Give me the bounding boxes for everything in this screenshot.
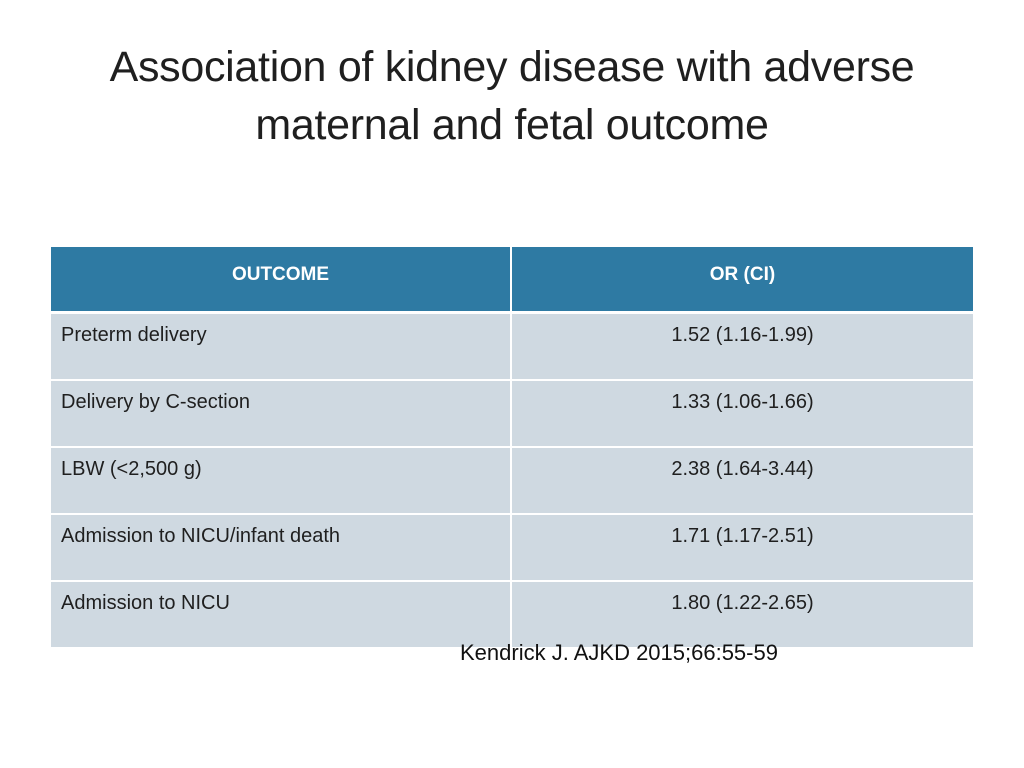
outcome-cell: LBW (<2,500 g) xyxy=(51,447,512,515)
or-ci-cell: 1.71 (1.17-2.51) xyxy=(511,514,973,582)
column-header-outcome: OUTCOME xyxy=(51,247,512,314)
table-row: Admission to NICU 1.80 (1.22-2.65) xyxy=(51,581,973,647)
slide-title-line-2: maternal and fetal outcome xyxy=(255,101,769,149)
slide-title: Association of kidney disease with adver… xyxy=(40,38,984,154)
outcome-cell: Delivery by C-section xyxy=(51,380,512,448)
table-row: Preterm delivery 1.52 (1.16-1.99) xyxy=(51,312,973,381)
outcomes-table: OUTCOME OR (CI) Preterm delivery 1.52 (1… xyxy=(51,247,973,647)
outcome-cell: Preterm delivery xyxy=(51,312,512,381)
table-row: LBW (<2,500 g) 2.38 (1.64-3.44) xyxy=(51,447,973,515)
or-ci-cell: 1.33 (1.06-1.66) xyxy=(511,380,973,448)
citation: Kendrick J. AJKD 2015;66:55-59 xyxy=(460,640,778,665)
outcome-cell: Admission to NICU/infant death xyxy=(51,514,512,582)
outcome-cell: Admission to NICU xyxy=(51,581,512,647)
column-header-or-ci: OR (CI) xyxy=(511,247,973,314)
table-row: Admission to NICU/infant death 1.71 (1.1… xyxy=(51,514,973,582)
or-ci-cell: 1.80 (1.22-2.65) xyxy=(511,581,973,647)
or-ci-cell: 2.38 (1.64-3.44) xyxy=(511,447,973,515)
slide-title-line-1: Association of kidney disease with adver… xyxy=(109,43,915,91)
table-row: Delivery by C-section 1.33 (1.06-1.66) xyxy=(51,380,973,448)
or-ci-cell: 1.52 (1.16-1.99) xyxy=(511,312,973,381)
table-header-row: OUTCOME OR (CI) xyxy=(51,247,973,314)
